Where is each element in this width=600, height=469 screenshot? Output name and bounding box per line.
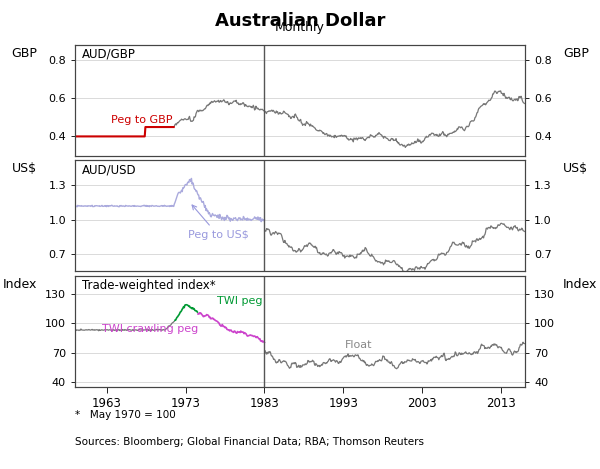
Text: Australian Dollar: Australian Dollar: [215, 12, 385, 30]
Text: GBP: GBP: [11, 47, 37, 60]
Text: AUD/USD: AUD/USD: [82, 164, 136, 176]
Text: Index: Index: [2, 278, 37, 291]
Text: GBP: GBP: [563, 47, 589, 60]
Text: TWI peg: TWI peg: [217, 296, 262, 306]
Text: Float: Float: [345, 340, 373, 350]
Text: Monthly: Monthly: [275, 21, 325, 34]
Text: Peg to GBP: Peg to GBP: [111, 115, 173, 125]
Text: *   May 1970 = 100: * May 1970 = 100: [75, 410, 176, 420]
Text: TWI crawling peg: TWI crawling peg: [102, 324, 198, 334]
Text: US$: US$: [11, 162, 37, 175]
Text: US$: US$: [563, 162, 589, 175]
Text: Trade-weighted index*: Trade-weighted index*: [82, 279, 215, 292]
Text: Index: Index: [563, 278, 598, 291]
Text: Peg to US$: Peg to US$: [187, 205, 248, 240]
Text: AUD/GBP: AUD/GBP: [82, 48, 136, 61]
Text: Sources: Bloomberg; Global Financial Data; RBA; Thomson Reuters: Sources: Bloomberg; Global Financial Dat…: [75, 437, 424, 447]
